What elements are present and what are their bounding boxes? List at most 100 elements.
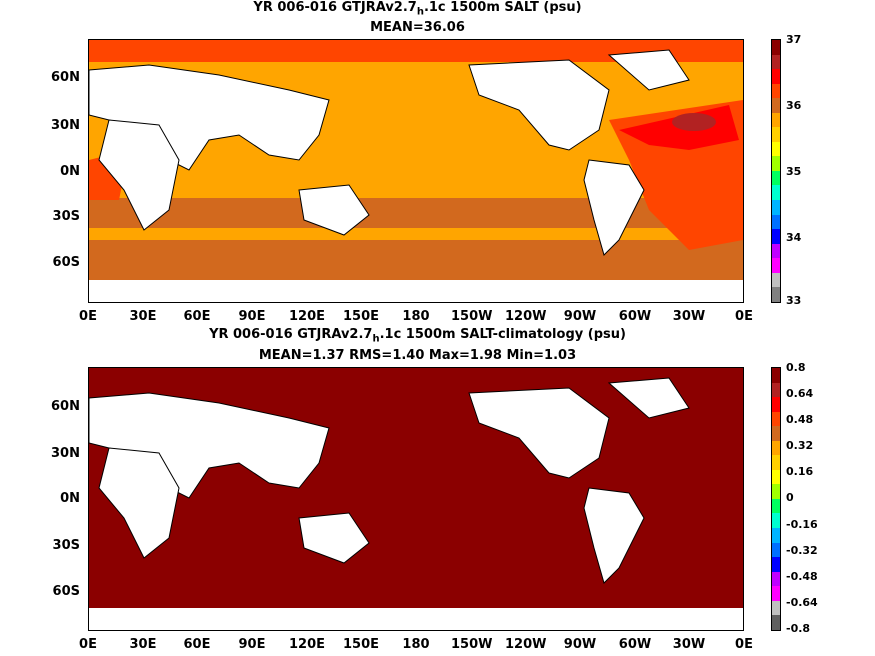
- colorbar-swatch: [772, 69, 780, 84]
- bottom-cbar-label: -0.48: [786, 570, 818, 583]
- bottom-stats: MEAN=1.37 RMS=1.40 Max=1.98 Min=1.03: [258, 348, 577, 363]
- colorbar-swatch: [772, 397, 780, 412]
- colorbar-swatch: [772, 170, 780, 186]
- top-map-svg: [89, 40, 743, 302]
- top-xlabel: 30E: [129, 309, 157, 324]
- bottom-ylabel-30s: 30S: [52, 538, 80, 553]
- colorbar-swatch: [772, 214, 780, 230]
- colorbar-swatch: [772, 243, 780, 259]
- colorbar-swatch: [772, 426, 780, 441]
- colorbar-swatch: [772, 127, 780, 142]
- colorbar-swatch: [772, 382, 780, 398]
- colorbar-swatch: [772, 287, 780, 302]
- colorbar-swatch: [772, 586, 780, 601]
- bottom-cbar-label: 0.8: [786, 361, 806, 374]
- colorbar-swatch: [772, 557, 780, 572]
- top-title: YR 006-016 GTJRAv2.7h.1c 1500m SALT (psu…: [253, 0, 582, 18]
- bottom-cbar-label: 0.16: [786, 465, 814, 478]
- bottom-cbar-label: -0.64: [786, 596, 818, 609]
- top-xlabel: 90W: [563, 309, 597, 324]
- bottom-xlabel: 120E: [288, 637, 326, 652]
- top-xlabel: 60E: [183, 309, 211, 324]
- top-cbar-label: 37: [786, 33, 802, 46]
- top-ylabel-0n: 0N: [60, 164, 80, 179]
- bottom-xlabel: 60W: [618, 637, 652, 652]
- south-america: [583, 159, 645, 256]
- top-colorbar: [771, 39, 781, 303]
- colorbar-swatch: [772, 542, 780, 558]
- southern-band-3: [89, 240, 743, 280]
- colorbar-swatch: [772, 185, 780, 201]
- top-ylabel-30s: 30S: [52, 209, 80, 224]
- bottom-title: YR 006-016 GTJRAv2.7h.1c 1500m SALT-clim…: [209, 327, 626, 345]
- colorbar-swatch: [772, 141, 780, 157]
- colorbar-swatch: [772, 498, 780, 514]
- south-america: [583, 487, 645, 584]
- bottom-xlabel: 0E: [735, 637, 753, 652]
- colorbar-swatch: [772, 455, 780, 470]
- bottom-cbar-label: -0.8: [786, 622, 811, 635]
- bottom-cbar-label: -0.32: [786, 544, 818, 557]
- top-cbar-label: 35: [786, 165, 802, 178]
- colorbar-swatch: [772, 484, 780, 499]
- bottom-xlabel: 90W: [563, 637, 597, 652]
- north-america: [468, 59, 610, 151]
- colorbar-swatch: [772, 112, 780, 128]
- top-salinity-map: [88, 39, 744, 303]
- colorbar-swatch: [772, 411, 780, 427]
- bottom-xlabel: 180: [402, 637, 430, 652]
- colorbar-swatch: [772, 440, 780, 456]
- greenland: [607, 377, 690, 419]
- bottom-xlabel: 150E: [342, 637, 380, 652]
- top-xlabel: 180: [402, 309, 430, 324]
- bottom-colorbar: [771, 367, 781, 631]
- bottom-xlabel: 60E: [183, 637, 211, 652]
- top-xlabel: 120W: [505, 309, 547, 324]
- colorbar-swatch: [772, 98, 780, 113]
- colorbar-swatch: [772, 571, 780, 587]
- colorbar-swatch: [772, 54, 780, 70]
- top-ylabel-30n: 30N: [51, 118, 80, 133]
- africa: [98, 119, 180, 231]
- top-cbar-label: 33: [786, 294, 802, 307]
- antarctica: [89, 608, 743, 630]
- greenland: [607, 49, 690, 91]
- africa: [98, 447, 180, 559]
- top-ylabel-60n: 60N: [51, 70, 80, 85]
- top-cbar-label: 36: [786, 99, 802, 112]
- bottom-ylabel-60n: 60N: [51, 399, 80, 414]
- colorbar-swatch: [772, 368, 780, 383]
- antarctica: [89, 280, 743, 302]
- bottom-xlabel: 90E: [238, 637, 266, 652]
- bottom-map-svg: [89, 368, 743, 630]
- top-cbar-label: 34: [786, 231, 802, 244]
- colorbar-swatch: [772, 615, 780, 630]
- top-xlabel: 90E: [238, 309, 266, 324]
- australia: [298, 512, 370, 564]
- colorbar-swatch: [772, 272, 780, 288]
- north-america: [468, 387, 610, 479]
- atlantic-max-core: [672, 113, 716, 131]
- colorbar-swatch: [772, 40, 780, 55]
- bottom-xlabel: 150W: [451, 637, 493, 652]
- bottom-ylabel-0n: 0N: [60, 491, 80, 506]
- bottom-cbar-label: 0.48: [786, 413, 814, 426]
- colorbar-swatch: [772, 600, 780, 616]
- bottom-cbar-label: 0.32: [786, 439, 814, 452]
- colorbar-swatch: [772, 83, 780, 99]
- top-xlabel: 120E: [288, 309, 326, 324]
- top-stats: MEAN=36.06: [370, 20, 465, 35]
- top-xlabel: 60W: [618, 309, 652, 324]
- bottom-cbar-label: 0: [786, 491, 794, 504]
- bottom-ylabel-30n: 30N: [51, 446, 80, 461]
- top-xlabel: 150W: [451, 309, 493, 324]
- arctic-high-salt: [89, 40, 743, 62]
- top-xlabel: 0E: [79, 309, 97, 324]
- top-xlabel: 150E: [342, 309, 380, 324]
- australia: [298, 184, 370, 236]
- colorbar-swatch: [772, 528, 780, 543]
- top-xlabel: 0E: [735, 309, 753, 324]
- bottom-anomaly-map: [88, 367, 744, 631]
- colorbar-swatch: [772, 513, 780, 529]
- southern-band-1: [89, 198, 743, 228]
